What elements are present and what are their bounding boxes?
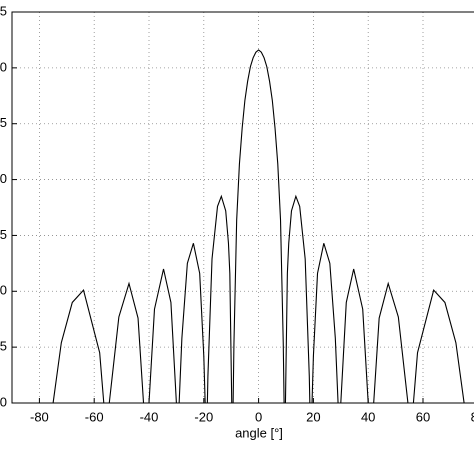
x-axis-label: angle [°] xyxy=(235,425,283,440)
y-tick-label: -5 xyxy=(0,339,7,354)
x-tick-label: 80 xyxy=(471,409,474,424)
x-tick-label: -40 xyxy=(140,409,159,424)
x-tick-label: 20 xyxy=(306,409,320,424)
data-line xyxy=(52,49,465,404)
x-tick-label: -20 xyxy=(194,409,213,424)
x-tick-label: -60 xyxy=(85,409,104,424)
y-tick-label: 25 xyxy=(0,3,7,18)
y-tick-label: 10 xyxy=(0,171,7,186)
x-tick-label: -80 xyxy=(30,409,49,424)
y-tick-label: 20 xyxy=(0,59,7,74)
y-tick-label: 0 xyxy=(0,283,7,298)
x-tick-label: 0 xyxy=(255,409,262,424)
x-tick-label: 60 xyxy=(416,409,430,424)
plot-frame xyxy=(11,11,474,404)
y-tick-label: 15 xyxy=(0,115,7,130)
x-tick-label: 40 xyxy=(361,409,375,424)
y-tick-label: -10 xyxy=(0,394,7,409)
y-tick-label: 5 xyxy=(0,227,7,242)
